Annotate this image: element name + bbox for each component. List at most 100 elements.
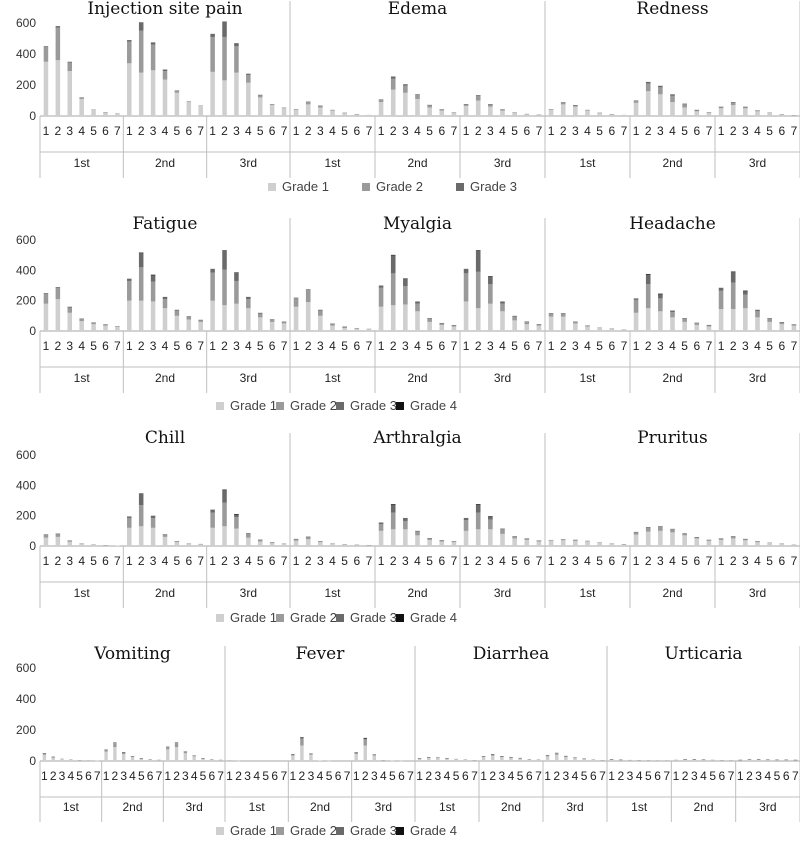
bar-segment-grade-2 bbox=[210, 272, 215, 301]
day-tick-label: 4 bbox=[78, 339, 85, 353]
y-tick-label: 200 bbox=[16, 509, 36, 523]
bar-segment-grade-3 bbox=[730, 102, 736, 103]
bar-segment-grade-1 bbox=[218, 759, 223, 761]
bar-segment-grade-1 bbox=[378, 102, 384, 116]
day-tick-label: 5 bbox=[90, 339, 97, 353]
bar-segment-grade-2 bbox=[500, 303, 505, 312]
bar-segment-grade-1 bbox=[545, 756, 550, 761]
y-tick-label: 200 bbox=[16, 78, 36, 92]
day-tick-label: 2 bbox=[645, 554, 652, 568]
day-tick-label: 5 bbox=[326, 769, 333, 783]
panel-title: Urticaria bbox=[664, 644, 742, 664]
bar-segment-grade-1 bbox=[174, 747, 179, 761]
day-tick-label: 3 bbox=[308, 769, 315, 783]
bar-segment-grade-2 bbox=[646, 760, 651, 761]
bar-segment-grade-1 bbox=[582, 759, 586, 761]
legend-label: Grade 1 bbox=[230, 610, 277, 625]
bar-segment-grade-3 bbox=[518, 757, 522, 759]
bar-segment-grade-1 bbox=[621, 544, 627, 546]
bar-segment-grade-2 bbox=[281, 543, 287, 544]
bar-segment-grade-2 bbox=[463, 273, 469, 302]
day-tick-label: 3 bbox=[233, 339, 240, 353]
bar-segment-grade-2 bbox=[621, 329, 627, 331]
day-tick-label: 5 bbox=[681, 339, 688, 353]
day-tick-label: 7 bbox=[621, 124, 628, 138]
bar-segment-grade-3 bbox=[79, 97, 84, 98]
bar-segment-grade-1 bbox=[122, 754, 126, 761]
bar-segment-grade-3 bbox=[246, 73, 251, 75]
day-tick-label: 4 bbox=[754, 124, 761, 138]
bar-segment-grade-2 bbox=[103, 324, 108, 326]
bar-segment-grade-1 bbox=[222, 526, 227, 546]
bar-segment-grade-2 bbox=[755, 541, 760, 543]
bar-segment-grade-3 bbox=[427, 318, 432, 319]
day-tick-label: 4 bbox=[414, 124, 421, 138]
bar-segment-grade-1 bbox=[236, 760, 241, 762]
bar-segment-grade-1 bbox=[269, 105, 275, 116]
day-tick-label: 4 bbox=[191, 769, 198, 783]
bar-segment-grade-1 bbox=[609, 114, 615, 116]
bar-segment-grade-1 bbox=[330, 543, 335, 546]
bar-segment-grade-3 bbox=[210, 33, 215, 37]
bar-segment-grade-3 bbox=[342, 326, 347, 328]
bar-segment-grade-2 bbox=[342, 326, 347, 328]
bar-segment-grade-1 bbox=[609, 543, 615, 546]
bar-segment-grade-2 bbox=[670, 312, 675, 318]
bar-segment-grade-1 bbox=[162, 79, 168, 116]
bar-segment-grade-2 bbox=[115, 326, 120, 327]
day-tick-label: 6 bbox=[353, 339, 360, 353]
bar-segment-grade-1 bbox=[573, 323, 578, 331]
bar-segment-grade-2 bbox=[779, 543, 785, 544]
day-tick-label: 3 bbox=[572, 124, 579, 138]
bar-segment-grade-2 bbox=[536, 759, 541, 760]
bar-segment-grade-2 bbox=[210, 759, 214, 760]
day-tick-label: 3 bbox=[487, 554, 494, 568]
bar-segment-grade-2 bbox=[633, 299, 639, 313]
bar-segment-grade-2 bbox=[682, 533, 687, 536]
day-tick-label: 7 bbox=[451, 124, 458, 138]
bar-segment-grade-3 bbox=[775, 759, 779, 761]
day-tick-label: 4 bbox=[754, 554, 761, 568]
y-tick-label: 200 bbox=[16, 294, 36, 308]
day-tick-label: 4 bbox=[669, 124, 676, 138]
day-tick-label: 4 bbox=[754, 339, 761, 353]
day-tick-label: 3 bbox=[66, 554, 73, 568]
bar-segment-grade-3 bbox=[536, 324, 542, 325]
bar-segment-grade-3 bbox=[706, 324, 712, 326]
day-tick-label: 5 bbox=[766, 554, 773, 568]
bar-segment-grade-1 bbox=[91, 324, 96, 331]
day-tick-label: 7 bbox=[94, 769, 101, 783]
bar-segment-grade-3 bbox=[103, 324, 108, 325]
bar-segment-grade-1 bbox=[536, 541, 542, 546]
bar-segment-grade-1 bbox=[210, 527, 215, 546]
day-tick-label: 3 bbox=[742, 554, 749, 568]
bar-segment-grade-2 bbox=[372, 754, 377, 756]
bar-segment-grade-2 bbox=[174, 541, 180, 543]
bar-segment-grade-2 bbox=[718, 538, 724, 540]
day-tick-label: 4 bbox=[508, 769, 515, 783]
bar-segment-grade-1 bbox=[488, 106, 493, 116]
bar-segment-grade-1 bbox=[67, 71, 73, 116]
bar-segment-grade-1 bbox=[670, 532, 675, 546]
bar-segment-grade-1 bbox=[730, 538, 736, 546]
legend-swatch bbox=[276, 402, 284, 410]
bar-segment-grade-2 bbox=[122, 752, 126, 755]
day-tick-label: 5 bbox=[581, 769, 588, 783]
bar-segment-grade-1 bbox=[305, 539, 311, 546]
day-tick-label: 1 bbox=[463, 339, 470, 353]
bar-segment-grade-2 bbox=[291, 754, 295, 756]
day-tick-label: 5 bbox=[257, 554, 264, 568]
bar-segment-grade-2 bbox=[246, 533, 251, 538]
bar-segment-grade-2 bbox=[637, 760, 641, 761]
bar-segment-grade-2 bbox=[269, 319, 275, 322]
bar-segment-grade-4 bbox=[475, 250, 481, 251]
dose-label: 2nd bbox=[407, 586, 427, 600]
bar-segment-grade-1 bbox=[426, 757, 431, 761]
bar-segment-grade-2 bbox=[600, 760, 605, 761]
bar-segment-grade-2 bbox=[730, 102, 736, 106]
day-tick-label: 6 bbox=[185, 339, 192, 353]
bar-segment-grade-3 bbox=[403, 278, 408, 287]
bar-segment-grade-1 bbox=[706, 112, 712, 116]
bar-segment-grade-3 bbox=[291, 754, 295, 755]
bar-segment-grade-4 bbox=[390, 254, 396, 256]
